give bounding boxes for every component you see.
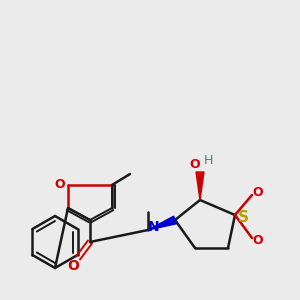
Text: O: O <box>55 178 65 191</box>
Text: O: O <box>190 158 200 170</box>
Text: H: H <box>203 154 213 166</box>
Text: O: O <box>67 259 79 273</box>
Polygon shape <box>148 216 176 230</box>
Text: O: O <box>253 187 263 200</box>
Polygon shape <box>196 172 204 200</box>
Text: O: O <box>253 235 263 248</box>
Text: S: S <box>238 209 248 224</box>
Text: N: N <box>148 220 160 234</box>
